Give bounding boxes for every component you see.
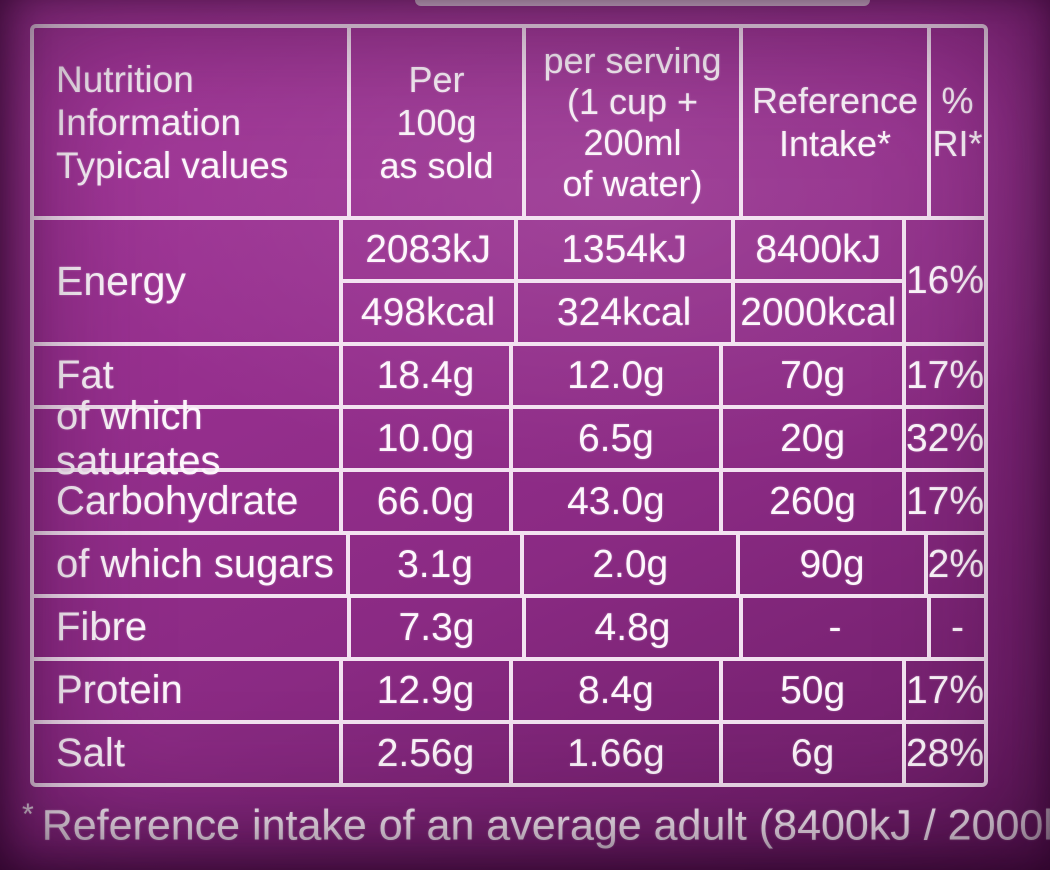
header-percent-ri: % RI* [927, 28, 984, 216]
value-per100g: 66.0g [338, 472, 509, 531]
header-line: RI* [932, 123, 983, 164]
value-per-serving: 4.8g [522, 598, 739, 657]
header-line: as sold [379, 144, 494, 186]
value-per-serving: 2.0g [520, 535, 736, 594]
row-energy: Energy 2083kJ 1354kJ 8400kJ 498kcal 324k… [34, 216, 984, 342]
nutrient-label: Fat [56, 353, 114, 397]
nutrient-label: Carbohydrate [56, 479, 299, 523]
row-fat: Fat 18.4g 12.0g 70g 17% [34, 342, 984, 405]
value-per-serving: 43.0g [508, 472, 720, 531]
value-per100g: 2.56g [338, 724, 509, 783]
value-reference-intake: - [739, 598, 927, 657]
value-percent-ri: 17% [901, 346, 984, 405]
row-fibre: Fibre 7.3g 4.8g - - [34, 594, 984, 657]
energy-percent-ri: 16% [901, 220, 984, 342]
value-reference-intake: 260g [719, 472, 902, 531]
header-line: 100g [396, 101, 477, 143]
header-typical-values: Nutrition Information Typical values [34, 28, 347, 216]
header-per-100g: Per 100g as sold [347, 28, 522, 216]
header-per-serving: per serving (1 cup + 200ml of water) [522, 28, 739, 216]
value-per100g: 3.1g [345, 535, 520, 594]
row-sugars: of which sugars 3.1g 2.0g 90g 2% [34, 531, 984, 594]
table-header-row: Nutrition Information Typical values Per… [34, 28, 984, 216]
energy-kcal-subrow: 498kcal 324kcal 2000kcal [338, 279, 902, 342]
value-reference-intake: 90g [736, 535, 923, 594]
value-reference-intake: 6g [719, 724, 902, 783]
value-percent-ri: 32% [901, 409, 984, 468]
header-line: Intake* [778, 123, 892, 164]
header-line: Reference [751, 80, 919, 121]
row-protein: Protein 12.9g 8.4g 50g 17% [34, 657, 984, 720]
header-line: Information [56, 101, 242, 143]
energy-per100g-kj: 2083kJ [338, 220, 514, 279]
nutrient-label: of which saturates [56, 393, 221, 483]
energy-ri-kj: 8400kJ [730, 220, 902, 279]
value-reference-intake: 50g [719, 661, 902, 720]
value-percent-ri: 17% [901, 661, 984, 720]
energy-per100g-kcal: 498kcal [338, 283, 514, 342]
nutrition-table: Nutrition Information Typical values Per… [30, 24, 988, 787]
footnote-asterisk: * [22, 798, 34, 831]
header-line: % [941, 80, 974, 121]
energy-label: Energy [56, 257, 186, 304]
header-line: 200ml [583, 122, 682, 163]
value-per-serving: 1.66g [508, 724, 720, 783]
footnote-text: Reference intake of an average adult (84… [41, 801, 1050, 850]
header-line: of water) [562, 163, 703, 204]
row-carbohydrate: Carbohydrate 66.0g 43.0g 260g 17% [34, 468, 984, 531]
package-edge-highlight [415, 0, 870, 6]
energy-ri-kcal: 2000kcal [730, 283, 902, 342]
value-percent-ri: 28% [901, 724, 984, 783]
row-salt: Salt 2.56g 1.66g 6g 28% [34, 720, 984, 783]
value-percent-ri: 17% [901, 472, 984, 531]
value-per-serving: 6.5g [508, 409, 720, 468]
energy-values: 2083kJ 1354kJ 8400kJ 498kcal 324kcal 200… [338, 220, 902, 342]
value-percent-ri: - [927, 598, 984, 657]
nutrient-label: Protein [56, 668, 183, 712]
header-line: Nutrition [56, 58, 194, 100]
header-line: Typical values [56, 144, 289, 186]
value-reference-intake: 20g [719, 409, 902, 468]
energy-serving-kj: 1354kJ [513, 220, 731, 279]
nutrient-label: of which sugars [56, 542, 334, 586]
value-per100g: 18.4g [338, 346, 509, 405]
value-per100g: 12.9g [338, 661, 509, 720]
header-reference-intake: Reference Intake* [739, 28, 927, 216]
header-line: (1 cup + [566, 81, 699, 122]
value-per-serving: 8.4g [508, 661, 720, 720]
header-line: Per [408, 58, 465, 100]
reference-intake-footnote: * Reference intake of an average adult (8… [22, 798, 1050, 850]
row-saturates: of which saturates 10.0g 6.5g 20g 32% [34, 393, 984, 483]
energy-serving-kcal: 324kcal [513, 283, 731, 342]
value-per100g: 7.3g [347, 598, 522, 657]
nutrient-label: Salt [56, 731, 125, 775]
value-percent-ri: 2% [923, 535, 984, 594]
energy-kj-subrow: 2083kJ 1354kJ 8400kJ [338, 220, 902, 279]
header-line: per serving [543, 40, 722, 81]
value-per100g: 10.0g [338, 409, 509, 468]
nutrient-label: Fibre [56, 605, 148, 649]
value-reference-intake: 70g [719, 346, 902, 405]
value-per-serving: 12.0g [508, 346, 720, 405]
